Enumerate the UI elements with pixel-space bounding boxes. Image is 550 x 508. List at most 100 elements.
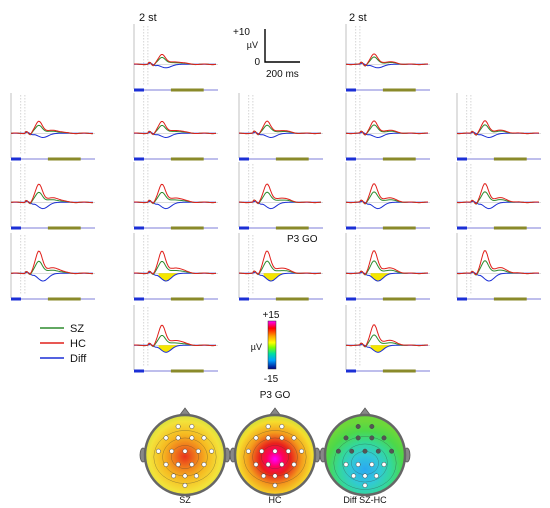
- p3go-shaded-area: [158, 273, 179, 281]
- series-hc-line: [134, 324, 217, 347]
- topomap-electrode: [171, 473, 177, 479]
- stim-marker-bar: [239, 297, 249, 301]
- topomap-label: Diff SZ-HC: [343, 495, 387, 505]
- erp-panel: [133, 162, 218, 230]
- topomap-electrode: [209, 448, 215, 454]
- topomap-label: SZ: [179, 495, 191, 505]
- significance-bar: [382, 157, 416, 161]
- topomap-electrode: [335, 448, 341, 454]
- erp-panel: [345, 93, 430, 161]
- erp-panel: [10, 93, 95, 161]
- significance-bar: [493, 157, 527, 161]
- topomap-electrode: [265, 462, 271, 467]
- stim-marker-bar: [457, 157, 467, 161]
- series-hc-line: [10, 250, 93, 275]
- series-hc-line: [456, 120, 540, 136]
- topomap-contour: [171, 445, 199, 469]
- erp-panel: [456, 93, 541, 161]
- erp-panel: [133, 233, 218, 301]
- erp-panel: [345, 305, 430, 373]
- erp-panel: [133, 305, 218, 373]
- topomap-electrode: [299, 448, 305, 454]
- topomap-electrode: [369, 462, 375, 467]
- p3go-shaded-area: [370, 345, 391, 353]
- series-hc-line: [238, 250, 322, 275]
- erp-panel: [345, 24, 430, 92]
- topomap-electrode: [343, 462, 349, 467]
- p3go-grid-label: P3 GO: [287, 234, 318, 245]
- erp-panel: [345, 233, 430, 301]
- erp-panel: [345, 162, 430, 230]
- scale-time: 200 ms: [266, 69, 299, 80]
- series-hc-line: [456, 183, 540, 205]
- topomap-electrode: [272, 448, 278, 454]
- topomap-head: [233, 413, 317, 497]
- series-hc-line: [134, 183, 217, 204]
- topomap-electrode: [355, 462, 361, 467]
- topomap-electrode: [362, 473, 368, 479]
- series-hc-line: [134, 121, 217, 136]
- topomap-electrode: [349, 448, 355, 454]
- topomap-electrode: [201, 435, 207, 441]
- stim-label-right: 2 st: [349, 12, 367, 24]
- erp-panel: [133, 24, 218, 92]
- topomap: SZ: [139, 407, 231, 505]
- topomap-electrode: [163, 462, 169, 467]
- colorbar-unit: µV: [251, 342, 262, 352]
- topomap-electrode: [369, 435, 375, 441]
- erp-panel: [133, 93, 218, 161]
- p3go-maps-label: P3 GO: [260, 390, 291, 401]
- legend-label-hc: HC: [70, 338, 86, 350]
- colorbar: +15 µV -15: [251, 310, 280, 385]
- topomap-electrode: [245, 448, 251, 454]
- topomap-electrode: [355, 424, 361, 429]
- topomap-electrode: [291, 462, 297, 467]
- topomap-electrode: [155, 448, 161, 454]
- topomap-electrode: [272, 473, 278, 479]
- topomap-head: [143, 413, 227, 497]
- stim-marker-bar: [457, 297, 467, 301]
- topomap-electrode: [193, 473, 199, 479]
- topomap-electrode: [201, 462, 207, 467]
- significance-bar: [170, 226, 204, 230]
- topomap-contour: [333, 436, 397, 490]
- topomap-electrode: [369, 424, 375, 429]
- colorbar-top: +15: [263, 310, 280, 321]
- topomap-electrode: [175, 424, 181, 429]
- topomap-electrode: [189, 424, 195, 429]
- significance-bar: [275, 226, 309, 230]
- significance-bar: [275, 157, 309, 161]
- topomap-contour: [261, 445, 289, 469]
- topomap-electrode: [175, 435, 181, 441]
- erp-panel: [10, 233, 95, 301]
- erp-panel: [238, 233, 323, 301]
- scale-bar-lines: [264, 29, 300, 63]
- colorbar-bottom: -15: [264, 374, 279, 385]
- topomap-electrode: [381, 435, 387, 441]
- topomap-electrode: [265, 424, 271, 429]
- topomap-electrode: [279, 462, 285, 467]
- topomap-electrode: [259, 448, 265, 454]
- topomap-electrode: [272, 482, 278, 488]
- significance-bar: [47, 157, 81, 161]
- erp-panel: [456, 233, 541, 301]
- legend: SZ HC Diff: [40, 323, 87, 365]
- scale-amp-unit: µV: [247, 40, 258, 50]
- stim-marker-bar: [346, 88, 356, 92]
- significance-bar: [170, 88, 204, 92]
- series-hc-line: [238, 120, 322, 136]
- series-hc-line: [10, 183, 93, 204]
- series-hc-line: [345, 53, 428, 67]
- erp-panel: [238, 162, 323, 230]
- p3go-shaded-area: [370, 273, 391, 281]
- topomap-electrode: [351, 473, 357, 479]
- stim-marker-bar: [134, 369, 144, 373]
- topomap-electrode: [265, 435, 271, 441]
- topomap-head: [323, 413, 407, 497]
- stim-marker-bar: [346, 226, 356, 230]
- erp-panel: [456, 162, 541, 230]
- p3go-shaded-area: [263, 273, 284, 281]
- topomap-electrode: [362, 482, 368, 488]
- topomap-electrode: [291, 435, 297, 441]
